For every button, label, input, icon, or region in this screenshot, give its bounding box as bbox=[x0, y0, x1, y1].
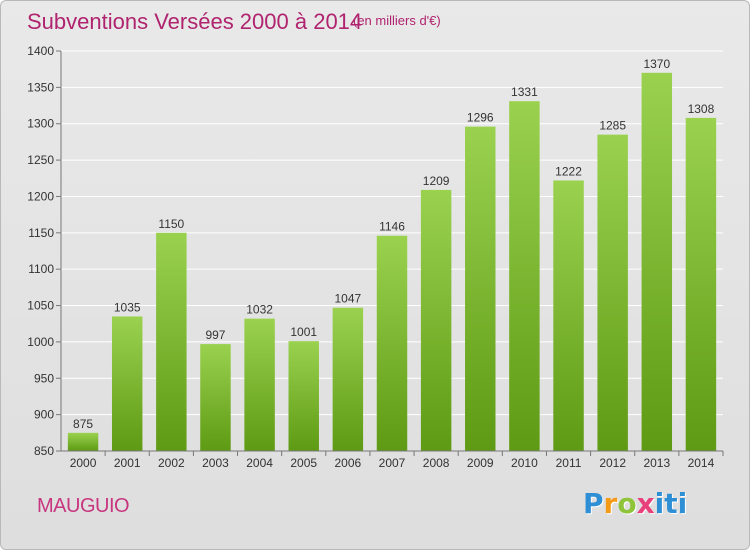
chart-subtitle: (en milliers d'€) bbox=[353, 13, 441, 28]
x-tick-label: 2005 bbox=[290, 456, 317, 470]
y-tick-label: 1400 bbox=[27, 44, 54, 58]
city-name: MAUGUIO bbox=[37, 495, 130, 517]
bar-value-label: 1047 bbox=[335, 292, 362, 306]
bar-value-label: 1285 bbox=[599, 119, 626, 133]
bar-value-label: 1150 bbox=[158, 217, 184, 231]
y-tick-label: 850 bbox=[34, 444, 54, 458]
x-tick-label: 2010 bbox=[511, 456, 538, 470]
x-tick-label: 2008 bbox=[423, 456, 450, 470]
bar bbox=[685, 117, 717, 451]
y-tick-label: 1350 bbox=[27, 80, 54, 94]
y-tick-label: 950 bbox=[34, 371, 54, 385]
bar-value-label: 1222 bbox=[555, 164, 582, 178]
logo-letter: x bbox=[636, 487, 655, 520]
y-tick-label: 1050 bbox=[27, 299, 54, 313]
y-tick-label: 1100 bbox=[28, 262, 54, 276]
bar bbox=[509, 101, 540, 451]
bar-value-label: 875 bbox=[73, 417, 93, 431]
x-tick-label: 2001 bbox=[114, 456, 141, 470]
bar-value-label: 997 bbox=[205, 328, 225, 342]
bar-value-label: 1146 bbox=[379, 220, 405, 234]
bar-value-label: 1296 bbox=[467, 111, 494, 125]
bar bbox=[288, 341, 319, 451]
y-tick-label: 1150 bbox=[28, 226, 54, 240]
y-tick-label: 900 bbox=[34, 408, 54, 422]
x-tick-label: 2014 bbox=[688, 456, 715, 470]
bar bbox=[465, 126, 496, 452]
chart-title: Subventions Versées 2000 à 2014 bbox=[27, 9, 363, 34]
bar-value-label: 1035 bbox=[114, 300, 141, 314]
bar bbox=[553, 180, 584, 452]
bar bbox=[244, 318, 275, 451]
bar-value-label: 1209 bbox=[423, 174, 450, 188]
proxiti-logo: Proxiti bbox=[583, 487, 687, 520]
bar bbox=[111, 316, 143, 451]
bar-value-label: 1331 bbox=[511, 85, 538, 99]
y-tick-label: 1000 bbox=[27, 335, 54, 349]
logo-letter: iti bbox=[654, 487, 688, 520]
bar bbox=[156, 232, 187, 451]
bar-value-label: 1032 bbox=[246, 303, 273, 317]
bar bbox=[641, 72, 673, 452]
labels: 850 900 950 1000 1050 1100 1150 1200 1250 1300 135… bbox=[27, 44, 714, 470]
y-tick-label: 1200 bbox=[27, 189, 54, 203]
bar bbox=[597, 134, 628, 452]
x-tick-label: 2002 bbox=[158, 456, 185, 470]
bar-value-label: 1308 bbox=[688, 102, 715, 116]
bar bbox=[200, 344, 231, 451]
x-tick-label: 2004 bbox=[246, 456, 273, 470]
bars bbox=[67, 72, 717, 452]
x-tick-label: 2013 bbox=[643, 456, 670, 470]
x-tick-label: 2007 bbox=[379, 456, 406, 470]
logo-letter: o bbox=[617, 487, 637, 520]
x-tick-label: 2011 bbox=[556, 456, 582, 470]
bar bbox=[420, 189, 452, 451]
axes bbox=[56, 50, 724, 456]
bar-value-label: 1370 bbox=[643, 57, 670, 71]
x-tick-label: 2012 bbox=[599, 456, 626, 470]
bar bbox=[376, 235, 408, 451]
logo-letter: P bbox=[583, 487, 604, 520]
y-tick-label: 1300 bbox=[27, 117, 54, 131]
x-tick-label: 2003 bbox=[202, 456, 229, 470]
x-tick-label: 2006 bbox=[335, 456, 362, 470]
y-tick-label: 1250 bbox=[27, 153, 54, 167]
logo-letter: r bbox=[603, 487, 618, 520]
bar bbox=[67, 432, 99, 451]
bar-value-label: 1001 bbox=[290, 325, 317, 339]
x-tick-label: 2000 bbox=[70, 456, 97, 470]
bar bbox=[332, 307, 364, 451]
x-tick-label: 2009 bbox=[467, 456, 494, 470]
